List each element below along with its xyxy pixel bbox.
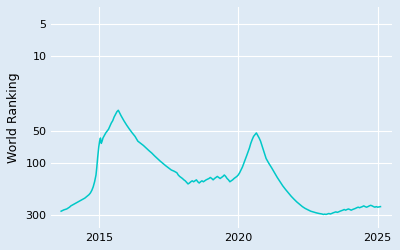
Y-axis label: World Ranking: World Ranking <box>7 72 20 163</box>
